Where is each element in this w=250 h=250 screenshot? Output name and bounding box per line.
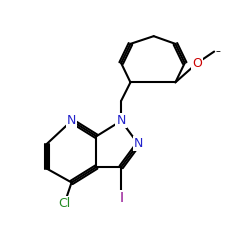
Text: O: O	[192, 56, 202, 70]
Text: N: N	[67, 114, 76, 127]
Text: N: N	[134, 138, 143, 150]
Text: –: –	[216, 46, 220, 56]
Text: N: N	[116, 114, 126, 127]
Text: I: I	[119, 191, 123, 205]
Text: Cl: Cl	[58, 197, 71, 210]
